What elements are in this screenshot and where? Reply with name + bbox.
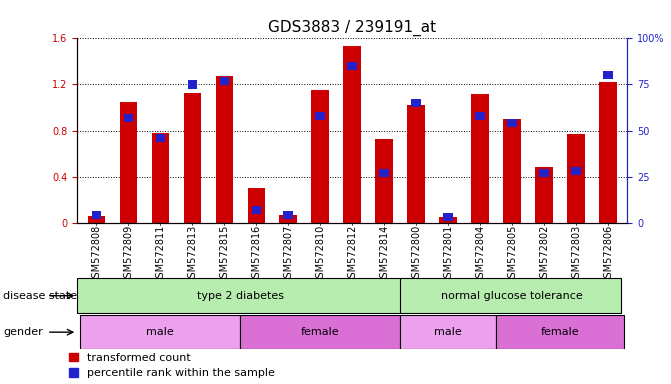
Bar <box>119 102 137 223</box>
Bar <box>315 112 325 120</box>
Bar <box>539 169 549 177</box>
Text: GSM572809: GSM572809 <box>123 225 134 284</box>
Bar <box>572 167 581 175</box>
Bar <box>184 93 201 223</box>
Text: female: female <box>301 327 340 337</box>
Text: male: male <box>434 327 462 337</box>
Text: disease state: disease state <box>3 291 77 301</box>
Bar <box>380 169 389 177</box>
Bar <box>280 215 297 223</box>
Bar <box>407 105 425 223</box>
Text: GSM572811: GSM572811 <box>156 225 165 284</box>
Bar <box>215 76 233 223</box>
Text: type 2 diabetes: type 2 diabetes <box>197 291 284 301</box>
Bar <box>187 80 197 89</box>
Text: GSM572810: GSM572810 <box>315 225 325 284</box>
Bar <box>91 211 101 220</box>
Text: normal glucose tolerance: normal glucose tolerance <box>442 291 583 301</box>
Bar <box>503 119 521 223</box>
Bar <box>87 216 105 223</box>
Bar <box>497 315 624 349</box>
Text: gender: gender <box>3 327 43 337</box>
Bar <box>311 90 329 223</box>
Bar <box>156 134 165 142</box>
Legend: transformed count, percentile rank within the sample: transformed count, percentile rank withi… <box>69 353 275 379</box>
Bar <box>568 134 585 223</box>
Bar <box>507 119 517 127</box>
Bar <box>476 112 485 120</box>
Text: GSM572813: GSM572813 <box>187 225 197 284</box>
Text: female: female <box>541 327 580 337</box>
Bar <box>535 167 553 223</box>
Text: GSM572805: GSM572805 <box>507 225 517 284</box>
Bar <box>444 213 453 221</box>
Bar <box>401 315 497 349</box>
Bar <box>123 114 133 122</box>
Bar <box>240 315 401 349</box>
Text: GSM572804: GSM572804 <box>475 225 485 284</box>
Text: GSM572812: GSM572812 <box>348 225 357 284</box>
Bar <box>411 99 421 107</box>
Text: GSM572800: GSM572800 <box>411 225 421 284</box>
Text: GSM572803: GSM572803 <box>571 225 581 284</box>
Text: GSM572806: GSM572806 <box>603 225 613 284</box>
Bar <box>152 133 169 223</box>
Bar <box>376 139 393 223</box>
Bar <box>348 62 357 70</box>
Bar <box>283 211 293 220</box>
Bar <box>440 217 457 223</box>
Text: GSM572807: GSM572807 <box>283 225 293 284</box>
Bar <box>252 206 261 214</box>
Bar <box>472 94 489 223</box>
Text: GSM572802: GSM572802 <box>539 225 549 284</box>
Text: GSM572808: GSM572808 <box>91 225 101 284</box>
Text: GSM572814: GSM572814 <box>379 225 389 284</box>
Text: GSM572815: GSM572815 <box>219 225 229 284</box>
Text: male: male <box>146 327 174 337</box>
Text: GDS3883 / 239191_at: GDS3883 / 239191_at <box>268 20 436 36</box>
Bar <box>603 71 613 79</box>
Bar <box>219 77 229 85</box>
Bar <box>81 315 240 349</box>
Bar <box>248 188 265 223</box>
Text: GSM572816: GSM572816 <box>252 225 261 284</box>
Bar <box>599 82 617 223</box>
Text: GSM572801: GSM572801 <box>444 225 453 284</box>
Bar <box>344 46 361 223</box>
